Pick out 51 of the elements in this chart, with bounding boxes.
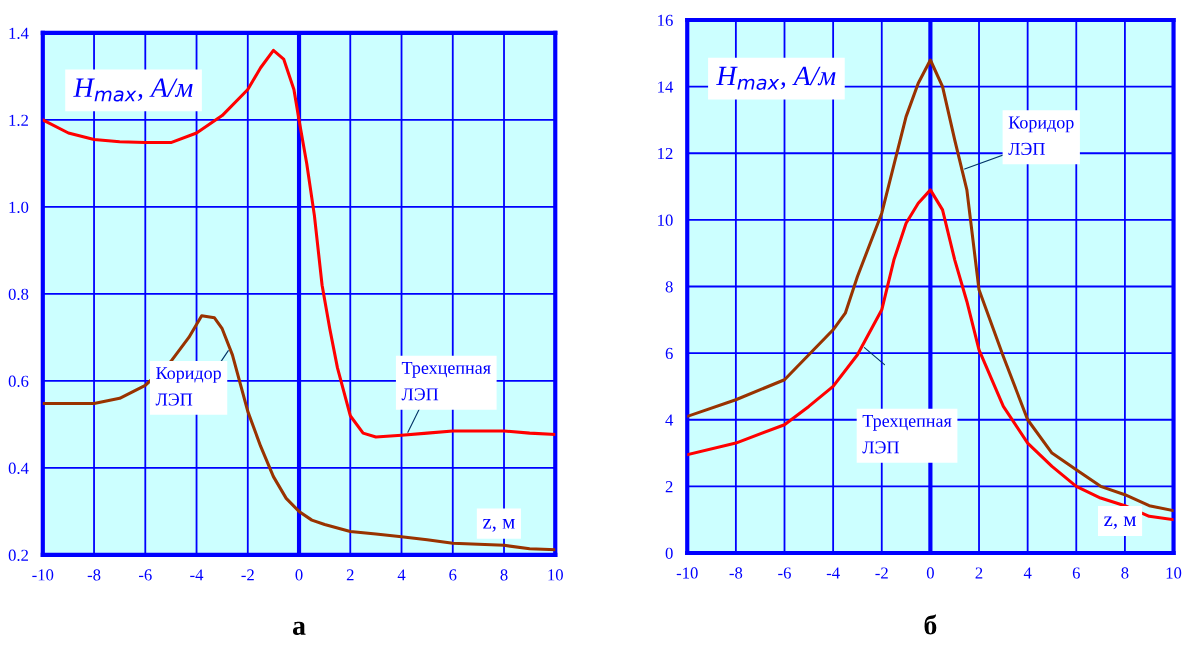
text: а [292, 621, 306, 635]
y-tick-label: 10 [658, 214, 673, 226]
y-tick-label: 1.0 [9, 201, 29, 213]
x-tick-label: 2 [975, 567, 983, 579]
x-tick-label: -10 [32, 569, 54, 581]
x-tick-label: 4 [1023, 567, 1032, 579]
y-tick-label: 14 [658, 81, 674, 93]
y-axis-title: H$_{max}$, А/м [73, 78, 193, 102]
x-axis-title: z, м [1104, 516, 1136, 530]
y-tick-label: 1.2 [9, 114, 28, 126]
x-tick-label: 0 [926, 567, 934, 579]
x-tick-label: 10 [548, 569, 563, 581]
line-series [687, 58, 1174, 513]
x-tick-label: -8 [729, 567, 743, 579]
line-series [42, 314, 556, 552]
y-tick-label: 0.6 [8, 375, 29, 387]
x-tick-label: -2 [875, 567, 888, 579]
x-tick-label: 0 [295, 569, 303, 581]
y-axis-title: H$_{max}$, А/м [716, 66, 836, 90]
x-tick-label: -2 [241, 569, 254, 581]
y-tick-label: 2 [665, 481, 673, 493]
x-tick-label: 2 [346, 569, 354, 581]
line-series [42, 48, 556, 439]
x-tick-label: -6 [778, 567, 791, 579]
x-tick-label: 6 [449, 569, 457, 581]
x-axis-title: z, м [483, 519, 515, 532]
y-tick-label: 0.2 [8, 549, 28, 561]
x-tick-label: 4 [397, 569, 406, 581]
y-tick-label: 1.4 [9, 27, 29, 39]
y-tick-label: 16 [658, 14, 673, 26]
text: Коридор ЛЭП [1008, 116, 1074, 155]
text: б [924, 614, 937, 635]
x-tick-label: -4 [826, 567, 840, 579]
x-tick-label: -10 [676, 567, 698, 579]
y-tick-label: 8 [665, 281, 673, 293]
y-tick-label: 12 [658, 148, 673, 160]
y-tick-label: 0.8 [8, 288, 29, 300]
y-tick-label: 0.4 [8, 462, 29, 474]
y-tick-label: 0 [665, 547, 673, 559]
x-tick-label: -4 [190, 569, 204, 581]
y-tick-label: 6 [665, 347, 673, 360]
series-label: Трехцепная ЛЭП [401, 361, 491, 401]
x-tick-label: -8 [87, 569, 101, 581]
series-label: Коридор ЛЭП [155, 367, 221, 406]
x-tick-label: -6 [138, 569, 152, 581]
x-tick-label: 8 [500, 569, 508, 581]
x-tick-label: 8 [1121, 567, 1129, 579]
x-tick-label: 6 [1072, 567, 1080, 579]
x-tick-label: 10 [1166, 567, 1182, 579]
text: Трехцепная ЛЭП [862, 415, 952, 454]
y-tick-label: 4 [665, 414, 674, 426]
